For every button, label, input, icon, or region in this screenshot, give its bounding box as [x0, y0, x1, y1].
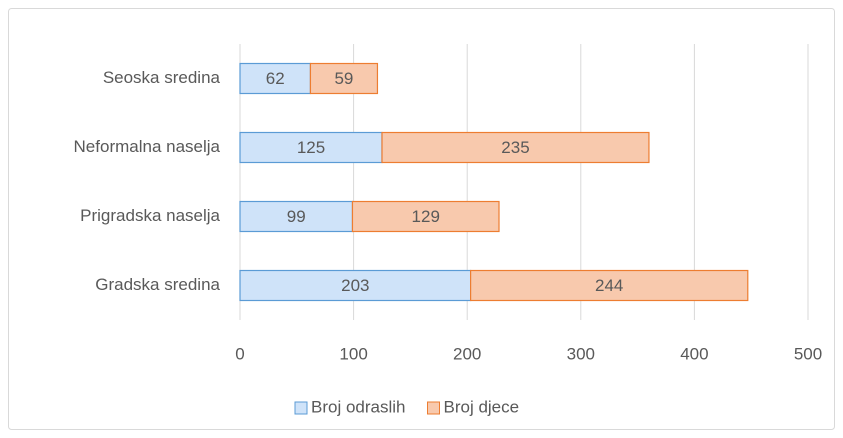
data-label: 235 — [501, 138, 529, 157]
data-label: 59 — [334, 69, 353, 88]
y-tick-label: Prigradska naselja — [80, 206, 220, 225]
x-tick-label: 300 — [567, 344, 595, 363]
x-tick-label: 500 — [794, 344, 822, 363]
x-tick-label: 400 — [680, 344, 708, 363]
data-label: 62 — [266, 69, 285, 88]
y-tick-label: Neformalna naselja — [74, 137, 221, 156]
data-label: 244 — [595, 276, 623, 295]
bar — [381, 131, 650, 164]
data-label: 99 — [287, 207, 306, 226]
bar — [239, 131, 383, 164]
bar — [309, 62, 379, 95]
data-label: 125 — [297, 138, 325, 157]
x-tick-label: 200 — [453, 344, 481, 363]
x-tick-label: 0 — [235, 344, 244, 363]
bar — [239, 269, 472, 302]
x-tick-label: 100 — [339, 344, 367, 363]
legend-swatch — [294, 401, 308, 415]
data-label: 203 — [341, 276, 369, 295]
legend-label: Broj djece — [444, 397, 520, 416]
bar — [351, 200, 500, 233]
bar — [470, 269, 749, 302]
data-label: 129 — [412, 207, 440, 226]
y-tick-label: Seoska sredina — [103, 68, 221, 87]
y-tick-label: Gradska sredina — [95, 275, 220, 294]
bar — [239, 200, 354, 233]
legend-swatch — [427, 401, 440, 415]
legend-label: Broj odraslih — [311, 397, 406, 416]
